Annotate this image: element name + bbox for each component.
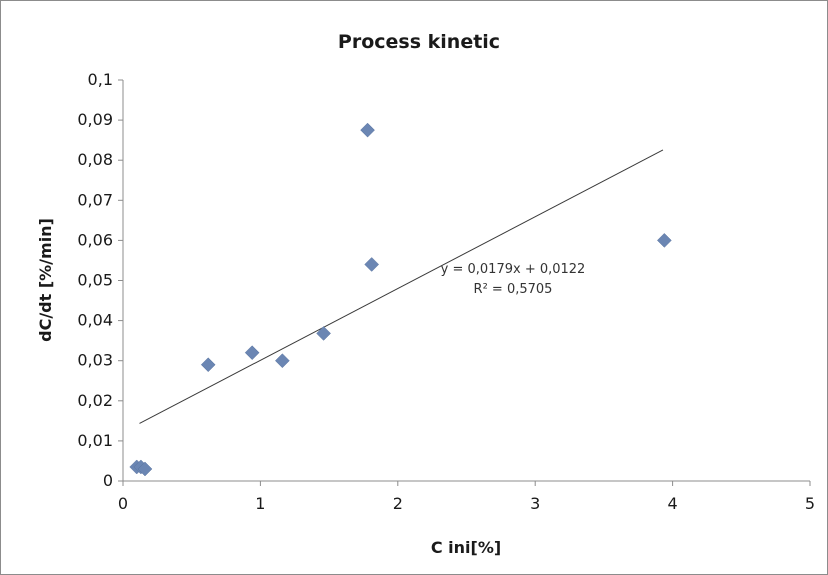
x-axis-label: C ini[%] (431, 538, 501, 557)
y-tick-label: 0,04 (77, 311, 113, 330)
y-tick-label: 0,08 (77, 150, 113, 169)
axes (118, 79, 811, 486)
data-point (275, 353, 290, 369)
x-tick-label: 2 (393, 494, 403, 513)
trendline-equation: y = 0,0179x + 0,0122 (441, 262, 586, 277)
y-tick-label: 0,06 (77, 230, 113, 249)
y-tick-label: 0,02 (77, 391, 113, 410)
data-point (244, 345, 260, 361)
y-tick-label: 0,09 (77, 110, 113, 129)
chart-title: Process kinetic (338, 31, 500, 53)
trendline-r-squared: R² = 0,5705 (474, 282, 553, 297)
y-axis-label: dC/dt [%/min] (36, 218, 55, 342)
data-point (200, 357, 216, 373)
trendline (139, 149, 664, 424)
data-point (360, 122, 375, 138)
x-tick-label: 0 (118, 494, 128, 513)
data-point (364, 257, 380, 272)
y-tick-label: 0,07 (77, 190, 113, 209)
x-tick-label: 5 (805, 494, 815, 513)
data-points (129, 122, 672, 477)
data-point (137, 461, 153, 477)
data-point (657, 233, 672, 248)
y-tick-label: 0,03 (77, 351, 113, 370)
data-point (316, 326, 331, 341)
y-tick-label: 0,05 (77, 271, 113, 290)
tick-labels: 0 0,01 0,02 0,03 0,04 0,05 0,06 0,07 0,08 0,09 0,1… (77, 70, 815, 513)
y-tick-label: 0,01 (77, 431, 113, 450)
y-tick-label: 0,1 (88, 70, 113, 89)
trendline-group (139, 149, 664, 424)
y-tick-label: 0 (103, 471, 113, 490)
x-tick-label: 3 (530, 494, 540, 513)
x-tick-label: 1 (255, 494, 265, 513)
x-tick-label: 4 (668, 494, 678, 513)
